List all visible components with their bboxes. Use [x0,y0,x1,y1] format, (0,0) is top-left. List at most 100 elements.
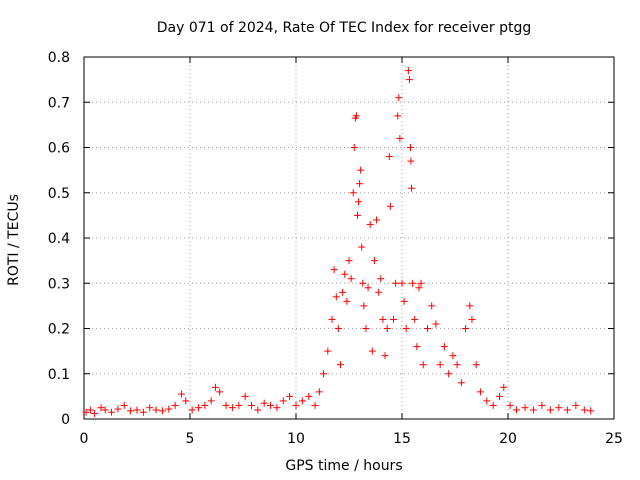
data-point [182,397,190,405]
data-point [400,297,408,305]
y-tick-label: 0.2 [48,322,70,338]
data-point [360,302,368,310]
y-tick-label: 0.1 [48,367,70,383]
data-point [445,370,453,378]
grid-lines [84,57,614,419]
data-point [453,361,461,369]
data-point [139,408,147,416]
data-point [207,397,215,405]
data-point [466,302,474,310]
data-point [483,397,491,405]
data-point [415,284,423,292]
data-point [194,404,202,412]
data-point [440,343,448,351]
data-point [332,293,340,301]
data-point [120,401,128,409]
x-axis-label: GPS time / hours [285,458,402,474]
data-point [521,404,529,412]
data-point [362,325,370,332]
data-point [222,401,230,409]
data-point [407,157,415,165]
data-point [395,94,403,102]
data-point [546,406,554,414]
data-point [580,406,588,414]
data-point [339,288,347,296]
data-point [114,405,122,413]
data-point [496,392,504,400]
data-point [101,406,109,414]
y-axis-label: ROTI / TECUs [6,194,22,286]
y-tick-label: 0.5 [48,186,70,202]
data-point [385,153,393,161]
data-point [398,279,406,287]
x-tick-label: 0 [80,431,89,447]
data-point [97,404,105,412]
data-point [364,284,372,292]
data-point [419,361,427,369]
data-point [417,279,425,287]
data-point [381,352,389,360]
data-point [334,325,342,332]
data-point [423,325,431,332]
data-point [375,288,383,296]
data-point [402,325,410,332]
data-point [428,302,436,310]
data-point [152,406,160,414]
y-tick-labels: 0 0.1 0.2 0.3 0.4 0.5 0.6 0.7 0.8 [48,50,70,428]
data-point [572,401,580,409]
data-point [133,406,141,414]
data-point [347,275,355,283]
data-point [468,315,476,323]
data-point [529,406,537,414]
data-point [377,275,385,283]
data-point [390,315,398,323]
data-point [324,347,332,355]
data-point [413,343,421,351]
chart-title: Day 071 of 2024, Rate Of TEC Index for r… [157,20,532,36]
data-point [311,401,319,409]
data-point [411,315,419,323]
data-point [279,397,287,405]
data-point [82,408,90,416]
x-tick-label: 25 [605,431,623,447]
data-point [379,315,387,323]
data-point [337,361,345,369]
data-point [158,407,166,415]
data-point [247,401,255,409]
data-point [260,399,268,407]
y-tick-label: 0.6 [48,141,70,157]
data-point [392,279,400,287]
data-point [273,404,281,412]
data-point [396,134,404,142]
data-point [328,315,336,323]
data-point [457,379,465,387]
y-tick-label: 0.3 [48,276,70,292]
data-point [366,220,374,228]
y-tick-label: 0.7 [48,95,70,111]
data-point [358,243,366,251]
data-point [368,347,376,355]
data-point [267,401,275,409]
data-point [349,189,357,197]
data-point [489,401,497,409]
data-point [320,370,328,378]
data-point [538,401,546,409]
x-tick-label: 20 [499,431,517,447]
data-point [512,406,520,414]
data-point [500,383,508,391]
data-point [409,279,417,287]
x-tick-label: 15 [393,431,411,447]
data-point [383,325,391,332]
data-point [345,257,353,265]
data-point [211,383,219,391]
data-point [555,404,563,412]
data-point [286,392,294,400]
data-point [352,112,360,120]
data-point [370,257,378,265]
data-point [330,266,338,274]
data-point [188,406,196,414]
data-point [436,361,444,369]
data-point [228,404,236,412]
x-tick-label: 10 [287,431,305,447]
